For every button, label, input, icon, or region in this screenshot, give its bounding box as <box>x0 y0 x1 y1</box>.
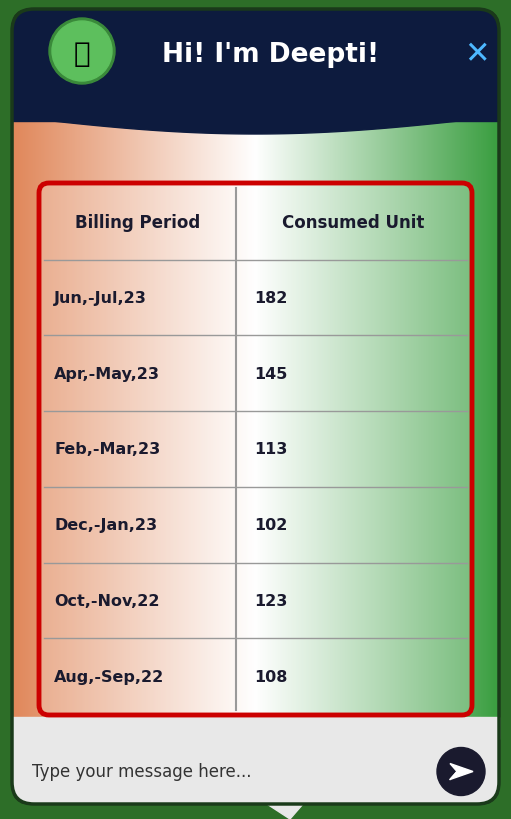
Circle shape <box>52 22 112 82</box>
Text: Jun,-Jul,23: Jun,-Jul,23 <box>54 291 147 305</box>
Bar <box>0 0 12 819</box>
Polygon shape <box>12 100 499 135</box>
Text: Oct,-Nov,22: Oct,-Nov,22 <box>54 593 159 609</box>
Polygon shape <box>450 763 473 780</box>
Text: Dec,-Jan,23: Dec,-Jan,23 <box>54 518 157 532</box>
FancyBboxPatch shape <box>39 183 472 715</box>
Text: Aug,-Sep,22: Aug,-Sep,22 <box>54 669 164 684</box>
Text: 182: 182 <box>254 291 288 305</box>
Text: 145: 145 <box>254 366 288 382</box>
Bar <box>12 100 499 122</box>
Bar <box>0 0 511 10</box>
FancyBboxPatch shape <box>12 10 499 804</box>
Text: ✕: ✕ <box>464 40 490 70</box>
Circle shape <box>49 19 115 85</box>
Text: 102: 102 <box>254 518 288 532</box>
Text: 123: 123 <box>254 593 288 609</box>
Text: Consumed Unit: Consumed Unit <box>283 214 425 232</box>
Text: Billing Period: Billing Period <box>76 214 201 232</box>
Text: 👧: 👧 <box>74 40 90 68</box>
Text: Type your message here...: Type your message here... <box>32 762 251 781</box>
Circle shape <box>437 748 485 795</box>
Text: 108: 108 <box>254 669 288 684</box>
Text: Hi! I'm Deepti!: Hi! I'm Deepti! <box>162 42 379 68</box>
Bar <box>499 0 511 819</box>
FancyBboxPatch shape <box>12 717 499 804</box>
Polygon shape <box>267 804 303 819</box>
Text: Feb,-Mar,23: Feb,-Mar,23 <box>54 442 160 457</box>
Text: 113: 113 <box>254 442 288 457</box>
FancyBboxPatch shape <box>12 10 499 122</box>
Bar <box>12 717 499 739</box>
Text: Apr,-May,23: Apr,-May,23 <box>54 366 160 382</box>
Bar <box>0 804 511 819</box>
